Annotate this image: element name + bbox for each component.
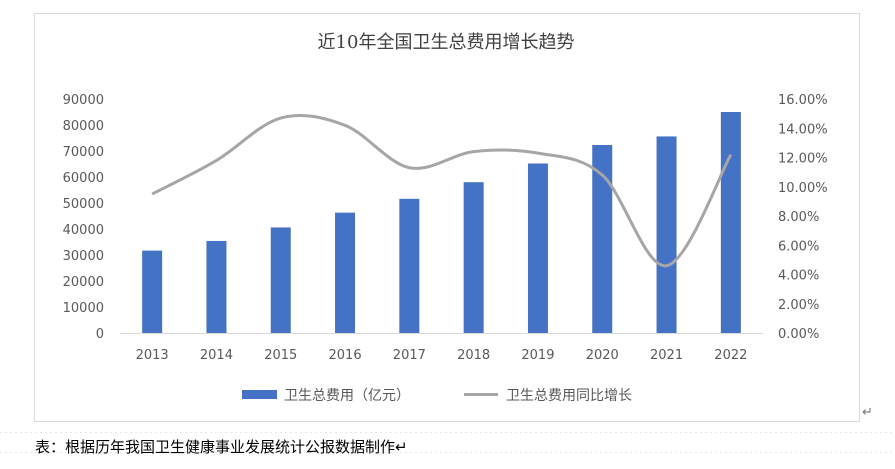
y-right-tick-label: 10.00% (778, 181, 828, 196)
y-left-tick-label: 60000 (63, 171, 104, 186)
y-right-tick-label: 8.00% (778, 210, 819, 225)
x-tick-label: 2013 (136, 348, 169, 363)
y-right-tick-label: 14.00% (778, 122, 828, 137)
x-tick-label: 2015 (264, 348, 297, 363)
bar-2013 (142, 250, 163, 333)
x-tick-label: 2018 (457, 348, 490, 363)
x-tick-label: 2022 (714, 348, 747, 363)
x-tick-label: 2016 (329, 348, 362, 363)
y-right-tick-label: 2.00% (778, 298, 819, 313)
legend-bar-swatch (242, 390, 277, 399)
y-left-tick-label: 30000 (63, 249, 104, 264)
x-tick-label: 2014 (200, 348, 233, 363)
y-left-tick-label: 90000 (63, 93, 104, 108)
bar-2018 (463, 182, 484, 333)
legend: 卫生总费用（亿元） 卫生总费用同比增长 (242, 388, 632, 404)
bar-2016 (335, 212, 356, 333)
bar-2014 (206, 240, 227, 333)
bar-2020 (592, 145, 613, 333)
y-left-tick-label: 20000 (63, 275, 104, 290)
growth-rate-line (151, 113, 733, 268)
x-tick-label: 2017 (393, 348, 426, 363)
x-tick-label: 2020 (586, 348, 619, 363)
bar-2019 (527, 163, 548, 333)
chart-title: 近10年全国卫生总费用增长趋势 (318, 32, 575, 53)
x-tick-label: 2019 (521, 348, 554, 363)
y-left-tick-label: 80000 (63, 119, 104, 134)
y-right-tick-label: 12.00% (778, 152, 828, 167)
bar-2015 (270, 227, 291, 333)
legend-bar-label: 卫生总费用（亿元） (284, 388, 410, 404)
figure-caption: 表：根据历年我国卫生健康事业发展统计公报数据制作↵ (35, 438, 408, 456)
y-right-tick-label: 6.00% (778, 239, 819, 254)
legend-line-label: 卫生总费用同比增长 (506, 388, 632, 404)
bar-2022 (720, 112, 741, 333)
y-left-tick-label: 10000 (63, 301, 104, 316)
x-tick-label: 2021 (650, 348, 683, 363)
y-right-tick-label: 0.00% (778, 327, 819, 342)
bar-2021 (656, 136, 677, 333)
paragraph-mark: ↵ (862, 405, 873, 420)
bar-2017 (399, 198, 420, 333)
y-left-tick-label: 70000 (63, 145, 104, 160)
y-left-tick-label: 0 (96, 327, 104, 342)
y-left-tick-label: 50000 (63, 197, 104, 212)
y-right-tick-label: 4.00% (778, 269, 819, 284)
y-left-tick-label: 40000 (63, 223, 104, 238)
y-right-tick-label: 16.00% (778, 93, 828, 108)
